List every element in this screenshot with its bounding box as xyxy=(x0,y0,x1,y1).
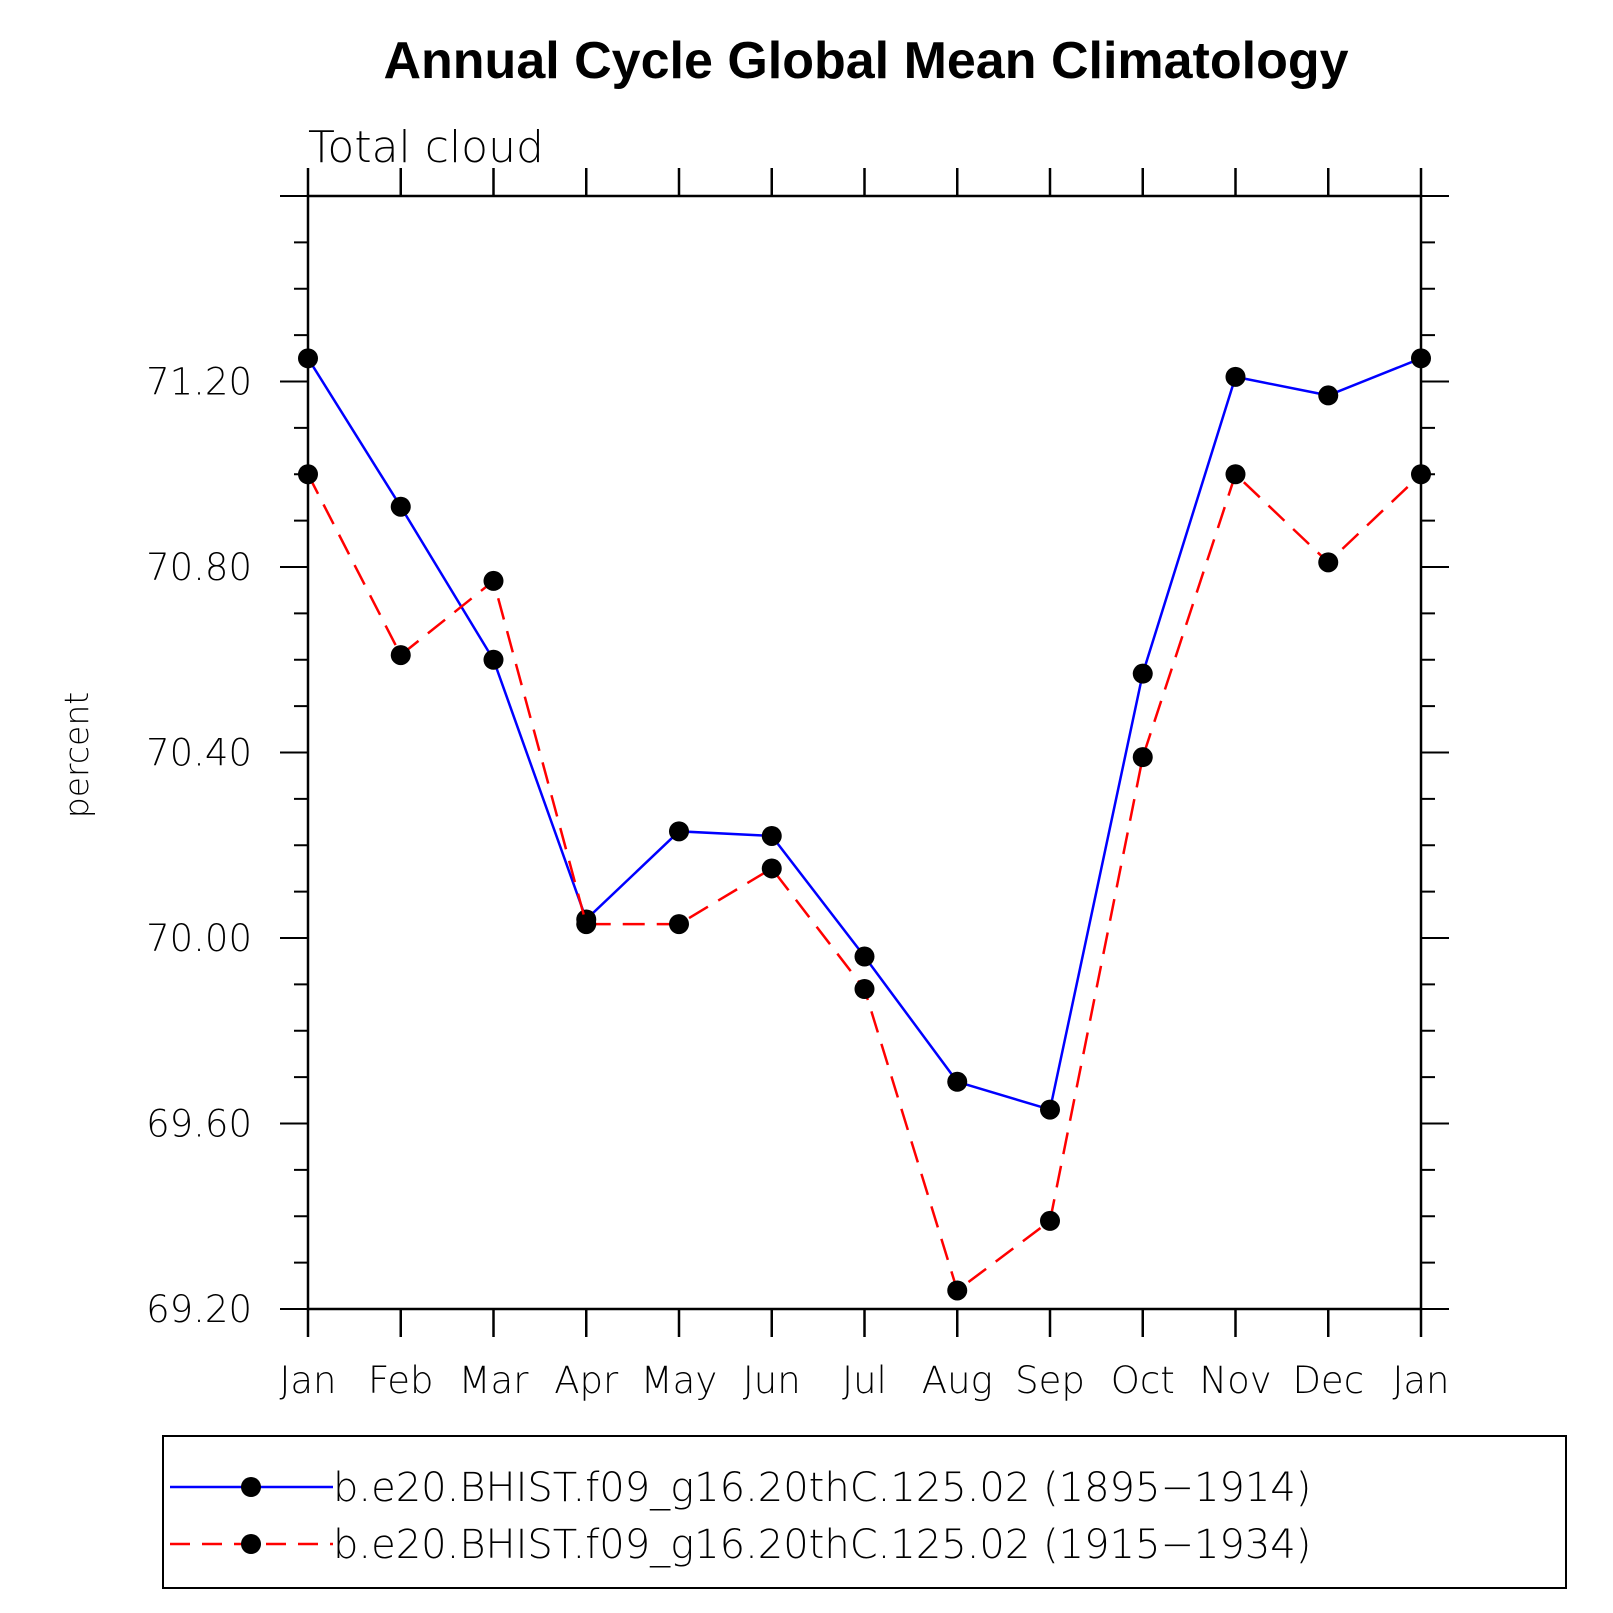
x-tick-label: Jul xyxy=(842,1359,887,1402)
legend: b.e20.BHIST.f09_g16.20thC.125.02 (1895−1… xyxy=(170,1465,1311,1568)
x-tick-label: Jun xyxy=(743,1359,801,1402)
data-point xyxy=(1225,464,1246,485)
x-tick-label: Dec xyxy=(1292,1359,1364,1402)
y-tick-label: 70.40 xyxy=(146,732,252,775)
data-point xyxy=(1040,1099,1060,1120)
chart-subtitle: Total cloud xyxy=(308,122,544,173)
y-axis-label: percent xyxy=(57,692,96,818)
data-point xyxy=(298,464,318,485)
legend-box xyxy=(162,1435,1567,1589)
data-point xyxy=(1040,1210,1060,1231)
data-point xyxy=(1132,747,1153,768)
legend-marker xyxy=(241,1534,261,1554)
x-tick-label: Jan xyxy=(1392,1359,1449,1402)
legend-entry: b.e20.BHIST.f09_g16.20thC.125.02 (1895−1… xyxy=(333,1465,1311,1511)
series-1 xyxy=(298,348,1431,1120)
data-point xyxy=(390,645,411,666)
y-tick-label: 70.80 xyxy=(146,546,252,589)
data-point xyxy=(576,914,597,935)
data-point xyxy=(669,914,689,935)
x-tick-label: Aug xyxy=(922,1359,993,1402)
y-tick-label: 71.20 xyxy=(146,361,252,404)
x-tick-label: May xyxy=(641,1359,718,1402)
y-tick-labels: 69.20 69.60 70.00 70.40 70.80 71.20 xyxy=(146,361,252,1332)
data-point xyxy=(483,570,504,591)
series-layer xyxy=(298,348,1431,1301)
x-tick-label: Oct xyxy=(1111,1359,1175,1402)
axis-ticks xyxy=(280,168,1449,1337)
x-tick-labels: Jan Feb Mar Apr May Jun Jul Aug Sep Oct Nov Dec Jan xyxy=(279,1359,1449,1402)
x-tick-label: Feb xyxy=(368,1359,434,1402)
x-tick-label: Nov xyxy=(1199,1359,1271,1402)
data-point xyxy=(1318,385,1339,406)
data-point xyxy=(947,1280,968,1301)
legend-marker xyxy=(241,1477,261,1497)
legend-entry: b.e20.BHIST.f09_g16.20thC.125.02 (1915−1… xyxy=(333,1522,1311,1568)
data-point xyxy=(1411,348,1431,369)
y-tick-label: 69.20 xyxy=(146,1288,252,1331)
data-point xyxy=(854,979,875,1000)
data-point xyxy=(669,821,689,842)
series-2 xyxy=(298,464,1431,1301)
data-point xyxy=(1411,464,1431,485)
y-tick-label: 69.60 xyxy=(146,1103,252,1146)
x-tick-label: Sep xyxy=(1015,1359,1085,1402)
y-tick-label: 70.00 xyxy=(146,917,252,960)
data-point xyxy=(854,946,875,967)
x-tick-label: Jan xyxy=(279,1359,336,1402)
series-line xyxy=(306,471,1422,1293)
data-point xyxy=(947,1071,968,1092)
data-point xyxy=(761,825,782,846)
data-point xyxy=(1318,552,1339,573)
data-point xyxy=(483,649,504,670)
x-tick-label: Apr xyxy=(554,1359,619,1402)
data-point xyxy=(761,858,782,879)
x-tick-label: Mar xyxy=(459,1359,530,1402)
data-point xyxy=(1225,366,1246,387)
data-point xyxy=(1132,663,1153,684)
data-point xyxy=(298,348,318,369)
chart-title: Annual Cycle Global Mean Climatology xyxy=(383,32,1348,90)
plot-frame xyxy=(306,194,1423,1311)
data-point xyxy=(390,496,411,517)
